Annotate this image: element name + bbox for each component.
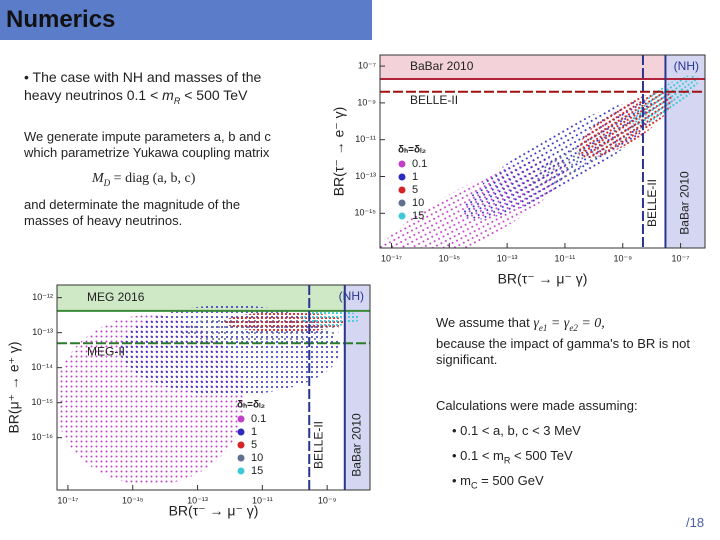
bullet: • 0.1 < a, b, c < 3 MeV xyxy=(452,423,581,438)
annotation: (NH) xyxy=(339,289,364,303)
paragraph: and determinate the magnitude of the mas… xyxy=(24,197,241,228)
y-tick-label: 10⁻⁹ xyxy=(357,97,376,107)
limit-band xyxy=(380,55,705,79)
legend-label: 1 xyxy=(251,426,257,438)
symbol: = γ xyxy=(547,316,570,331)
y-tick-label: 10⁻¹⁶ xyxy=(32,432,54,442)
x-tick-label: 10⁻¹⁷ xyxy=(57,495,78,505)
legend-label: 15 xyxy=(412,210,424,222)
y-tick-label: 10⁻¹⁴ xyxy=(31,362,53,372)
legend-label: 10 xyxy=(251,452,263,464)
annotation: (NH) xyxy=(674,59,699,73)
symbol: m xyxy=(162,87,174,103)
legend-label: 5 xyxy=(412,184,418,196)
x-tick-label: 10⁻¹⁷ xyxy=(381,253,402,263)
text: We assume that xyxy=(436,315,530,330)
x-tick-label: 10⁻¹¹ xyxy=(252,495,273,505)
x-tick-label: 10⁻¹³ xyxy=(497,253,518,263)
x-tick-label: 10⁻¹³ xyxy=(187,495,208,505)
limit-label: BELLE-II xyxy=(311,421,325,469)
text: < 500 TeV xyxy=(510,448,573,463)
legend-swatch xyxy=(398,199,406,207)
x-axis-label: BR(τ⁻ → μ⁻ γ) xyxy=(169,503,259,519)
limit-label: BaBar 2010 xyxy=(410,59,474,73)
page-number: /18 xyxy=(686,515,705,530)
legend-swatch xyxy=(237,415,245,423)
symbol: M xyxy=(92,171,104,186)
legend-swatch xyxy=(237,467,245,475)
intro-line: heavy neutrinos 0.1 < xyxy=(24,87,163,103)
paragraph: because the impact of gamma's to BR is n… xyxy=(436,336,690,367)
subscript: R xyxy=(503,455,511,466)
subscript: D xyxy=(103,177,111,188)
legend-label: 0.1 xyxy=(412,158,427,170)
legend-title: δₕ=δₗ₂ xyxy=(237,400,265,411)
x-axis-label: BR(τ⁻ → μ⁻ γ) xyxy=(498,271,588,287)
intro-line: • The case with NH and masses of the xyxy=(24,69,262,85)
y-tick-label: 10⁻¹⁵ xyxy=(355,208,377,218)
legend-label: 5 xyxy=(251,439,257,451)
x-tick-label: 10⁻⁹ xyxy=(613,253,632,263)
x-tick-label: 10⁻¹⁵ xyxy=(439,253,461,263)
title-bar xyxy=(0,0,372,40)
legend-swatch xyxy=(237,428,245,436)
legend-label: 10 xyxy=(412,197,424,209)
limit-label: BELLE-II xyxy=(410,93,458,107)
text: = 500 GeV xyxy=(477,473,544,488)
bullet: • 0.1 < mR < 500 TeV xyxy=(452,448,573,469)
x-tick-label: 10⁻¹⁵ xyxy=(122,495,144,505)
x-tick-label: 10⁻¹¹ xyxy=(555,253,576,263)
formula-text: = diag (a, b, c) xyxy=(110,171,196,186)
x-tick-label: 10⁻⁹ xyxy=(318,495,337,505)
legend-swatch xyxy=(398,173,406,181)
formula-text: = 0, xyxy=(577,316,605,331)
limit-label: BELLE-II xyxy=(645,179,659,227)
subscript: e2 xyxy=(569,322,578,333)
plot-frame xyxy=(379,54,706,249)
intro-line: < 500 TeV xyxy=(180,87,248,103)
subscript: e1 xyxy=(538,322,548,333)
y-tick-label: 10⁻¹² xyxy=(32,292,53,302)
text: • 0.1 < m xyxy=(452,448,504,463)
x-tick-label: 10⁻⁷ xyxy=(672,253,690,263)
y-tick-label: 10⁻¹⁵ xyxy=(32,397,54,407)
intro: • The case with NH and masses of the heav… xyxy=(24,68,354,110)
legend-title: δₕ=δₗ₂ xyxy=(398,145,426,156)
limit-label: BaBar 2010 xyxy=(350,413,364,477)
legend-label: 0.1 xyxy=(251,413,266,425)
limit-label: MEG 2016 xyxy=(87,290,145,304)
limit-label: BaBar 2010 xyxy=(677,171,691,235)
plot-frame xyxy=(56,284,371,491)
y-axis-label: BR(μ⁺ → e⁺ γ) xyxy=(6,341,22,433)
formula: MD = diag (a, b, c) xyxy=(92,171,195,191)
y-tick-label: 10⁻⁷ xyxy=(358,60,376,70)
scatter-cloud xyxy=(380,75,699,248)
y-axis-label: BR(τ⁻ → e⁻ γ) xyxy=(331,107,347,197)
symbol: γ xyxy=(533,316,539,331)
y-tick-label: 10⁻¹¹ xyxy=(355,134,376,144)
subscript: R xyxy=(173,95,181,106)
paragraph: Calculations were made assuming: xyxy=(436,398,638,413)
y-tick-label: 10⁻¹³ xyxy=(355,171,376,181)
legend-swatch xyxy=(237,454,245,462)
limit-label: MEG-II xyxy=(87,344,125,358)
legend-swatch xyxy=(237,441,245,449)
slide-title: Numerics xyxy=(6,6,116,33)
legend-label: 15 xyxy=(251,465,263,477)
paragraph: We generate impute parameters a, b and c… xyxy=(24,129,271,160)
legend-label: 1 xyxy=(412,171,418,183)
legend-swatch xyxy=(398,186,406,194)
bullet: • mC = 500 GeV xyxy=(452,473,544,494)
scatter-cloud xyxy=(57,305,360,485)
legend-swatch xyxy=(398,212,406,220)
text: • m xyxy=(452,473,471,488)
paragraph: We assume that γe1 = γe2 = 0, xyxy=(436,315,605,336)
legend-swatch xyxy=(398,160,406,168)
subscript: C xyxy=(471,480,478,491)
y-tick-label: 10⁻¹³ xyxy=(32,327,53,337)
